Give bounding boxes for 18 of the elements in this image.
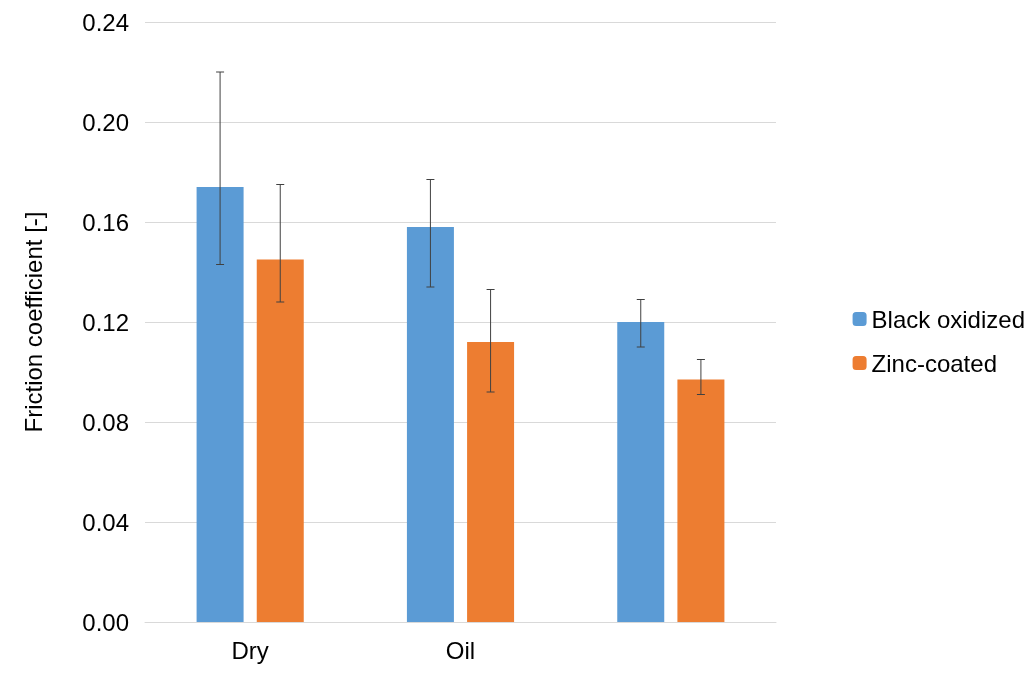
y-tick-label: 0.04 (82, 508, 129, 536)
y-tick-label: 0.08 (82, 408, 129, 436)
bar (677, 379, 725, 622)
y-tick-label: 0.12 (82, 308, 129, 336)
legend-label: Black oxidized (871, 305, 1026, 333)
bar (406, 227, 454, 622)
legend-label: Zinc-coated (871, 349, 997, 377)
y-tick-label: 0.16 (82, 208, 129, 236)
bar (196, 187, 244, 622)
x-tick-label: Dry (231, 636, 269, 664)
y-tick-label: 0.00 (82, 608, 129, 636)
bar (617, 322, 665, 622)
bar (256, 259, 304, 622)
bar (467, 342, 515, 622)
y-tick-label: 0.24 (82, 8, 129, 36)
x-tick-label: Oil (445, 636, 476, 664)
y-tick-label: 0.20 (82, 108, 129, 136)
y-axis-title: Friction coefficient [-] (19, 211, 47, 433)
